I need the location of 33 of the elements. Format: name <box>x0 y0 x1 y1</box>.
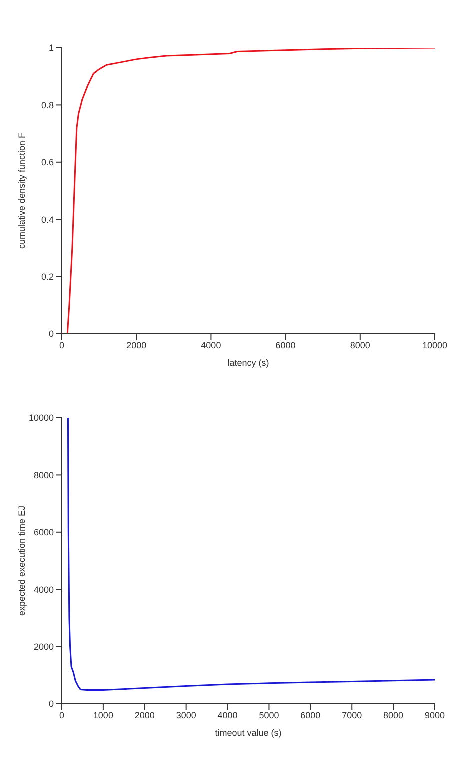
x-axis-title: timeout value (s) <box>215 728 282 738</box>
x-tick-label: 9000 <box>424 710 446 720</box>
x-tick-label: 0 <box>59 340 65 350</box>
line-series <box>67 418 435 692</box>
y-tick-label: 4000 <box>34 584 54 595</box>
y-tick-label: 8000 <box>34 470 54 480</box>
x-tick-label: 0 <box>59 710 65 720</box>
x-tick-label: 8000 <box>384 710 404 720</box>
y-axis-title: expected execution time EJ <box>17 506 28 616</box>
x-tick-label: 2000 <box>134 710 155 720</box>
y-tick-label: 0.4 <box>41 214 54 225</box>
x-tick-label: 8000 <box>350 340 370 350</box>
y-tick-label: 10000 <box>28 413 54 424</box>
x-tick-label: 3000 <box>176 710 196 720</box>
x-tick-label: 1000 <box>93 710 114 720</box>
x-tick-label: 5000 <box>259 710 280 720</box>
y-tick-label: 1 <box>48 43 54 54</box>
x-tick-label: 2000 <box>126 340 147 350</box>
y-tick-label: 0.2 <box>41 272 54 282</box>
x-tick-label: 4000 <box>218 710 238 720</box>
x-tick-label: 4000 <box>201 340 222 350</box>
x-tick-label: 7000 <box>342 710 362 720</box>
x-axis-title: latency (s) <box>228 358 270 368</box>
x-tick-label: 6000 <box>300 710 321 720</box>
y-tick-label: 2000 <box>34 642 54 652</box>
y-axis-title: cumulative density function F <box>17 132 28 250</box>
x-tick-label: 6000 <box>276 340 296 350</box>
y-tick-label: 0 <box>48 329 54 340</box>
y-tick-label: 0 <box>48 699 54 710</box>
y-tick-label: 6000 <box>34 528 54 538</box>
y-tick-label: 0.8 <box>41 100 54 110</box>
y-tick-label: 0.6 <box>41 158 54 168</box>
x-tick-label: 10000 <box>422 340 448 350</box>
